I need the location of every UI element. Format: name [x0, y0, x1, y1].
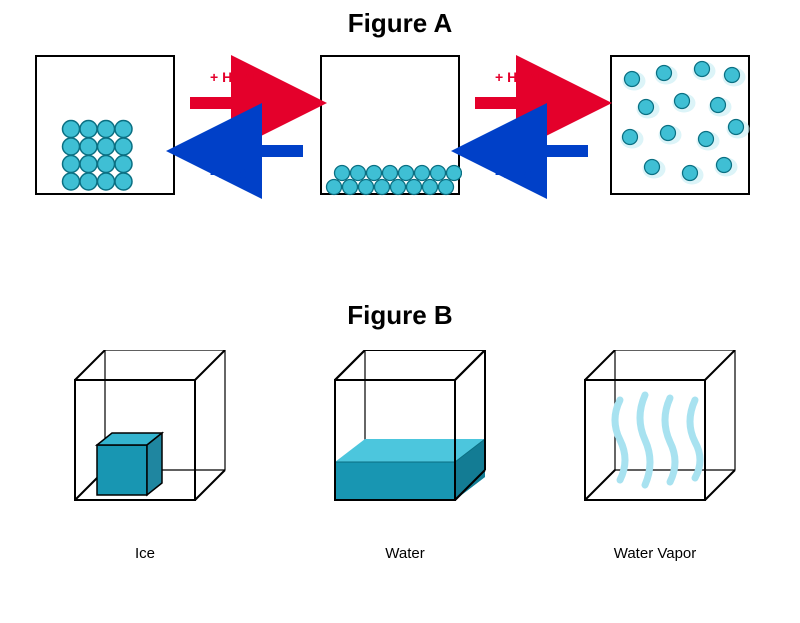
heat-remove-label-1: - HEAT	[210, 165, 256, 181]
figure-b-title: Figure B	[0, 300, 800, 331]
vapor-cube-diagram	[565, 350, 745, 540]
ice-label: Ice	[55, 545, 235, 562]
water-label: Water	[315, 545, 495, 562]
heat-remove-label-2: - HEAT	[495, 165, 541, 181]
solid-particles	[37, 57, 177, 197]
gas-particles	[612, 57, 752, 197]
ice-cube-diagram	[55, 350, 235, 540]
vapor-label: Water Vapor	[565, 545, 745, 562]
figure-b-row: Ice Water Water Vapor	[55, 350, 755, 570]
figure-a-title: Figure A	[0, 8, 800, 39]
heat-add-label-1: + HEAT	[210, 69, 259, 85]
gas-state-box	[610, 55, 750, 195]
solid-state-box	[35, 55, 175, 195]
liquid-particles	[322, 57, 462, 197]
heat-add-label-2: + HEAT	[495, 69, 544, 85]
water-cube-diagram	[315, 350, 495, 540]
figure-a-row: + HEAT - HEAT + HEAT - HEAT	[35, 55, 765, 205]
liquid-state-box	[320, 55, 460, 195]
